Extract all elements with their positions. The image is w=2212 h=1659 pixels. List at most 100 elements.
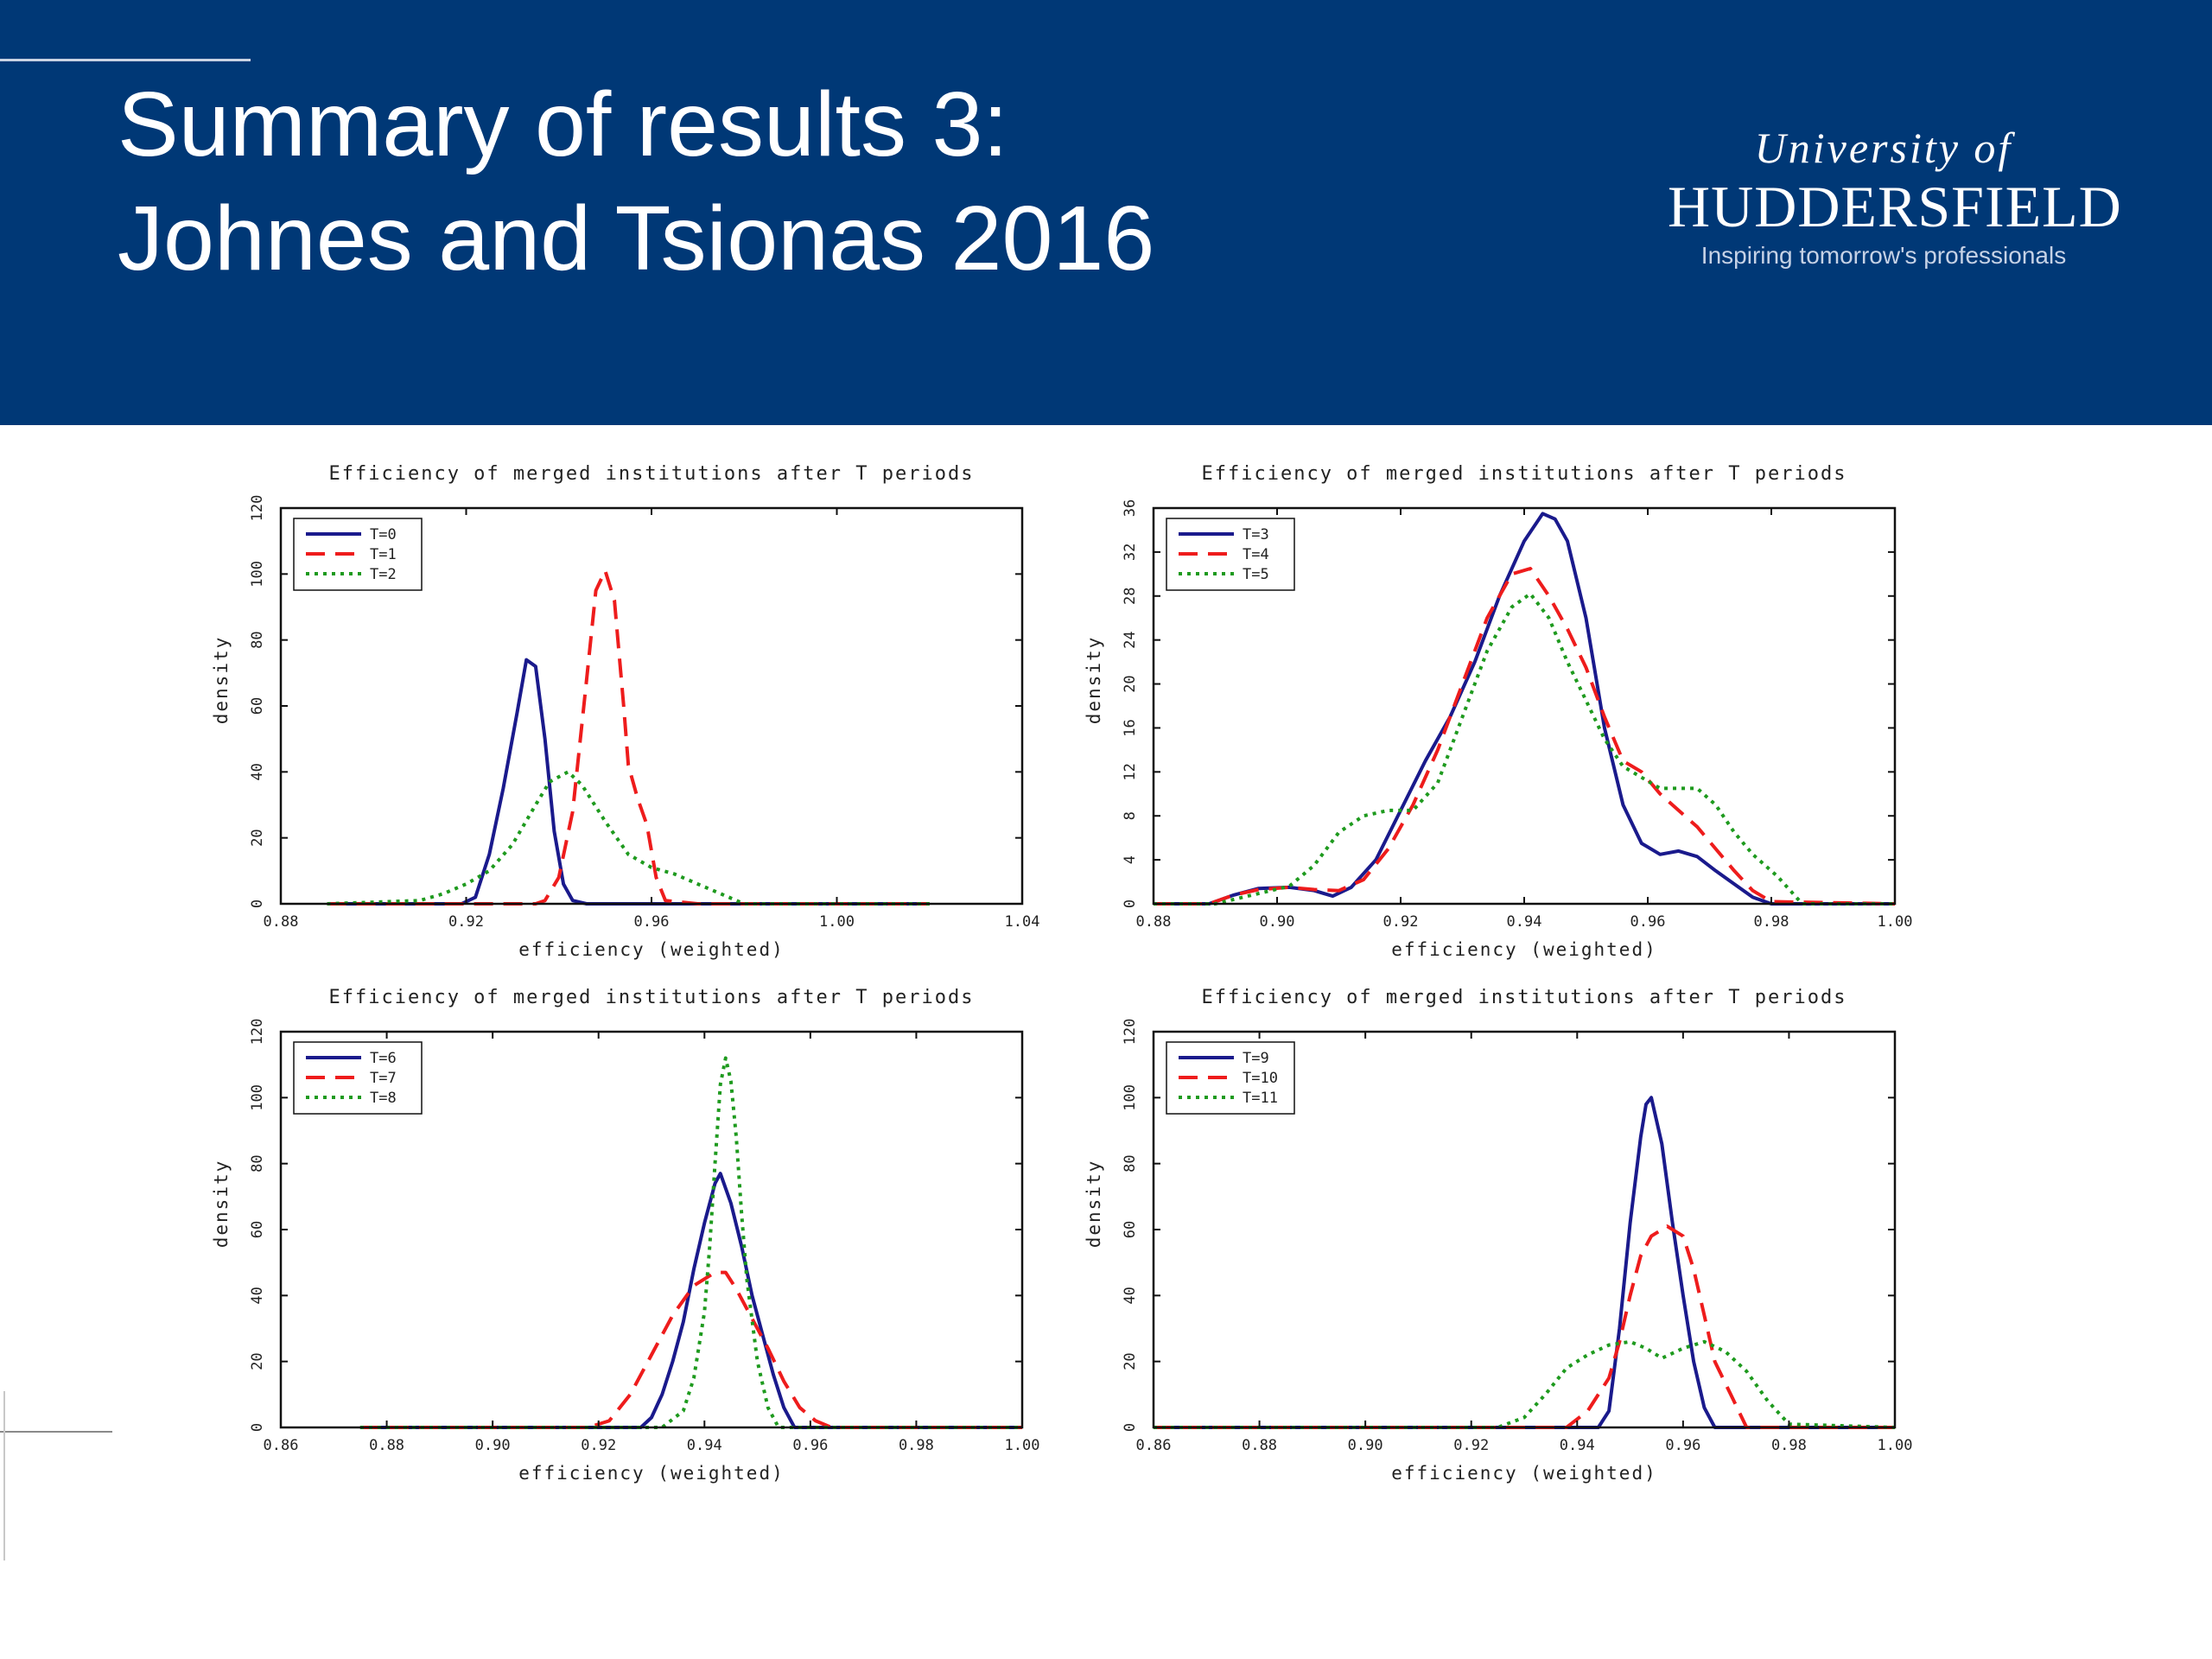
chart-bottom-left: Efficiency of merged institutions after …: [207, 973, 1071, 1491]
y-tick-label: 20: [1122, 1352, 1139, 1370]
chart-top-left: Efficiency of merged institutions after …: [207, 449, 1071, 968]
y-tick-label: 0: [1122, 1423, 1139, 1432]
y-tick-label: 0: [1122, 899, 1139, 908]
y-tick-label: 12: [1122, 763, 1139, 780]
chart-bottom-right: Efficiency of merged institutions after …: [1080, 973, 1944, 1491]
y-tick-label: 40: [249, 1287, 266, 1304]
series-line-t-9: [1154, 1096, 1895, 1429]
legend-label: T=10: [1243, 1070, 1278, 1087]
y-tick-label: 100: [249, 1084, 266, 1111]
y-tick-label: 20: [1122, 675, 1139, 692]
y-tick-label: 8: [1122, 811, 1139, 820]
y-tick-label: 80: [249, 631, 266, 648]
series-line-t-1: [327, 569, 930, 906]
series-line-t-5: [1154, 592, 1895, 906]
x-tick-label: 0.92: [1453, 1437, 1489, 1454]
series-line-t-6: [359, 1172, 1022, 1429]
x-axis-label: efficiency (weighted): [518, 1463, 785, 1484]
y-tick-label: 80: [1122, 1154, 1139, 1172]
y-tick-label: 120: [1122, 1019, 1139, 1046]
x-tick-label: 0.92: [1383, 913, 1419, 931]
legend-label: T=9: [1243, 1050, 1269, 1067]
x-tick-label: 0.86: [264, 1437, 299, 1454]
legend-label: T=11: [1243, 1090, 1278, 1107]
x-tick-label: 0.92: [448, 913, 484, 931]
y-tick-label: 36: [1122, 499, 1139, 517]
y-tick-label: 4: [1122, 855, 1139, 864]
x-axis-label: efficiency (weighted): [1391, 939, 1657, 960]
x-tick-label: 0.88: [1242, 1437, 1277, 1454]
legend-label: T=7: [370, 1070, 397, 1087]
x-tick-label: 1.00: [1878, 913, 1913, 931]
legend-label: T=1: [370, 546, 397, 563]
chart-title: Efficiency of merged institutions after …: [328, 463, 974, 485]
legend-label: T=6: [370, 1050, 397, 1067]
x-tick-label: 0.94: [1507, 913, 1542, 931]
x-tick-label: 0.88: [1136, 913, 1172, 931]
x-tick-label: 0.94: [687, 1437, 722, 1454]
university-logo: University of HUDDERSFIELD Inspiring tom…: [1668, 121, 2122, 273]
y-tick-label: 100: [249, 561, 266, 588]
logo-line-huddersfield: HUDDERSFIELD: [1668, 174, 2122, 239]
y-axis-label: density: [1084, 636, 1104, 725]
chart-title: Efficiency of merged institutions after …: [1201, 463, 1847, 485]
x-tick-label: 1.00: [1005, 1437, 1040, 1454]
legend-label: T=3: [1243, 526, 1269, 543]
y-tick-label: 60: [249, 697, 266, 715]
legend-label: T=0: [370, 526, 397, 543]
title-banner: [0, 0, 2212, 425]
banner-rule: [0, 59, 251, 61]
x-tick-label: 1.00: [819, 913, 855, 931]
legend-label: T=8: [370, 1090, 397, 1107]
series-line-t-10: [1154, 1224, 1895, 1429]
y-tick-label: 120: [249, 1019, 266, 1046]
x-tick-label: 0.96: [792, 1437, 828, 1454]
legend-label: T=2: [370, 566, 397, 583]
y-tick-label: 0: [249, 899, 266, 908]
title-line-2: Johnes and Tsionas 2016: [118, 188, 1155, 289]
x-tick-label: 0.98: [1771, 1437, 1807, 1454]
x-tick-label: 0.98: [1754, 913, 1789, 931]
y-tick-label: 20: [249, 1352, 266, 1370]
chart-title: Efficiency of merged institutions after …: [328, 987, 974, 1008]
x-axis-label: efficiency (weighted): [518, 939, 785, 960]
y-tick-label: 28: [1122, 588, 1139, 605]
y-tick-label: 20: [249, 829, 266, 846]
series-line-t-2: [327, 770, 930, 906]
legend-label: T=4: [1243, 546, 1269, 563]
y-tick-label: 60: [249, 1221, 266, 1238]
series-line-t-11: [1154, 1339, 1896, 1429]
x-tick-label: 0.90: [1348, 1437, 1383, 1454]
series-line-t-4: [1154, 567, 1896, 906]
x-tick-label: 0.92: [581, 1437, 616, 1454]
x-tick-label: 0.86: [1136, 1437, 1172, 1454]
slide-title: Summary of results 3: Johnes and Tsionas…: [118, 67, 1586, 296]
x-tick-label: 0.90: [475, 1437, 511, 1454]
y-tick-label: 24: [1122, 631, 1139, 648]
x-axis-label: efficiency (weighted): [1391, 1463, 1657, 1484]
chart-svg: Efficiency of merged institutions after …: [1084, 463, 1913, 960]
y-axis-label: density: [211, 1160, 232, 1249]
x-tick-label: 0.90: [1260, 913, 1295, 931]
y-tick-label: 0: [249, 1423, 266, 1432]
series-line-t-8: [359, 1056, 1022, 1429]
x-tick-label: 0.94: [1560, 1437, 1595, 1454]
logo-tagline: Inspiring tomorrow's professionals: [1700, 242, 2067, 269]
title-line-1: Summary of results 3:: [118, 73, 1008, 175]
y-tick-label: 80: [249, 1154, 266, 1172]
logo-line-university: University of: [1754, 124, 2013, 172]
y-tick-label: 32: [1122, 543, 1139, 561]
legend-label: T=5: [1243, 566, 1269, 583]
chart-svg: Efficiency of merged institutions after …: [1084, 987, 1913, 1484]
x-tick-label: 0.88: [264, 913, 299, 931]
x-tick-label: 1.00: [1878, 1437, 1913, 1454]
x-tick-label: 0.96: [634, 913, 670, 931]
y-tick-label: 60: [1122, 1221, 1139, 1238]
x-tick-label: 1.04: [1005, 913, 1040, 931]
x-tick-label: 0.96: [1630, 913, 1666, 931]
series-line-t-0: [327, 658, 930, 906]
y-tick-label: 16: [1122, 719, 1139, 736]
chart-title: Efficiency of merged institutions after …: [1201, 987, 1847, 1008]
x-tick-label: 0.88: [369, 1437, 404, 1454]
y-tick-label: 100: [1122, 1084, 1139, 1111]
